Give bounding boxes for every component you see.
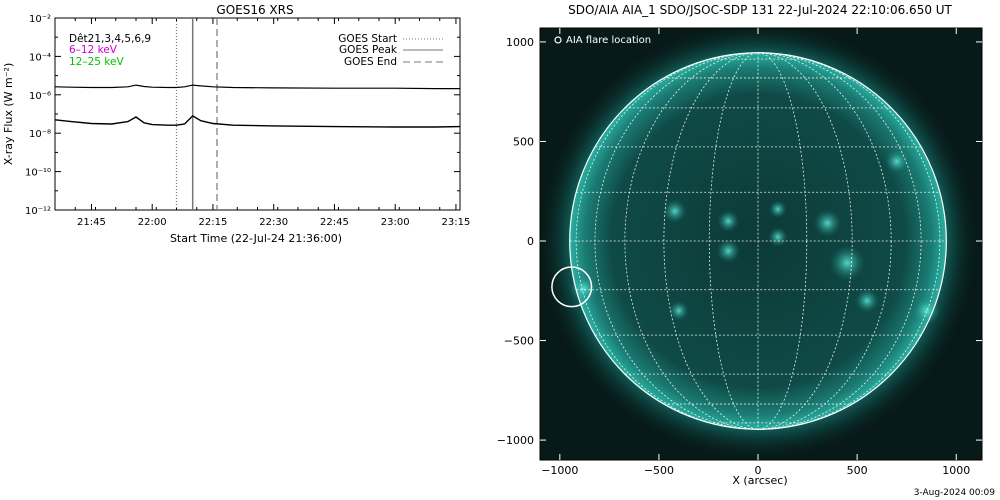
goes-y-tick-label: 10⁻¹⁰	[25, 168, 51, 179]
legend-goes-peak: GOES Peak	[339, 44, 398, 56]
active-region	[717, 210, 740, 233]
active-region	[884, 149, 909, 174]
aia-image	[540, 28, 982, 460]
goes-y-axis-label: X-ray Flux (W m⁻²)	[2, 63, 15, 165]
goes-x-tick-label: 22:45	[320, 217, 349, 228]
aia-title: SDO/AIA AIA_1 SDO/JSOC-SDP 131 22-Jul-20…	[568, 3, 952, 17]
grid-longitude	[663, 52, 853, 430]
aia-image-panel: SDO/AIA AIA_1 SDO/JSOC-SDP 131 22-Jul-20…	[497, 3, 983, 487]
aia-x-tick-label: 0	[755, 464, 762, 477]
band-high-label: 12–25 keV	[69, 56, 124, 68]
aia-y-tick-label: −500	[504, 335, 534, 348]
active-region	[829, 245, 866, 281]
solar-limb	[569, 52, 947, 430]
aia-x-tick-label: 500	[847, 464, 868, 477]
aia-y-tick-label: 500	[513, 135, 534, 148]
grid-longitude	[708, 52, 808, 430]
aia-x-tick-label: −1000	[541, 464, 578, 477]
aia-x-axis: −1000 −500 0 500 1000	[541, 28, 970, 477]
goes-short-channel-line	[54, 115, 461, 128]
active-region	[768, 200, 787, 219]
detectors-label: Dêt21,3,4,5,6,9	[69, 33, 151, 45]
goes-x-axis: 21:45 22:00 22:15 22:30 22:45 23:00 23:15	[54, 18, 471, 228]
goes-y-tick-label: 10⁻⁸	[29, 129, 51, 140]
flare-location-circle	[551, 266, 593, 308]
goes-title: GOES16 XRS	[216, 3, 293, 17]
goes-event-markers	[175, 18, 218, 210]
flare-legend: AIA flare location	[554, 35, 651, 46]
goes-y-tick-label: 10⁻⁴	[29, 52, 51, 63]
aia-y-tick-label: −1000	[497, 434, 534, 447]
goes-x-tick-label: 23:00	[381, 217, 410, 228]
active-region	[813, 209, 842, 237]
active-regions	[569, 149, 941, 325]
aia-y-axis: 1000 500 0 −500 −1000	[497, 36, 982, 447]
goes-x-tick-label: 22:30	[259, 217, 288, 228]
goes-x-tick-label: 23:15	[442, 217, 471, 228]
aia-image-frame	[539, 27, 983, 461]
active-region	[912, 296, 941, 325]
aia-y-tick-label: 1000	[506, 36, 534, 49]
aia-x-tick-label: −500	[644, 464, 674, 477]
goes-y-axis: 10⁻¹² 10⁻¹⁰ 10⁻⁸ 10⁻⁶ 10⁻⁴ 10⁻²	[25, 14, 460, 217]
goes-y-tick-label: 10⁻⁶	[29, 91, 51, 102]
goes-legend: GOES Start GOES Peak GOES End	[338, 33, 443, 68]
footer-timestamp: 3-Aug-2024 00:09	[914, 488, 996, 498]
active-region	[855, 288, 879, 313]
goes-x-tick-label: 22:15	[199, 217, 228, 228]
legend-goes-start: GOES Start	[338, 33, 397, 45]
goes-y-tick-label: 10⁻¹²	[25, 206, 51, 217]
aia-x-tick-label: 1000	[942, 464, 970, 477]
grid-longitude	[624, 52, 892, 430]
active-region	[662, 199, 687, 224]
active-region	[668, 300, 689, 321]
flare-legend-icon	[554, 36, 562, 44]
active-region	[767, 227, 788, 247]
grid-longitude	[575, 52, 941, 430]
aia-x-axis-label: X (arcsec)	[732, 474, 787, 487]
goes-x-tick-label: 22:00	[138, 217, 167, 228]
goes-x-tick-label: 21:45	[77, 217, 106, 228]
active-region	[716, 239, 741, 263]
legend-goes-end: GOES End	[344, 56, 397, 68]
flare-legend-label: AIA flare location	[566, 35, 651, 46]
goes-flux-series	[54, 84, 461, 128]
goes-y-tick-label: 10⁻²	[29, 14, 51, 25]
goes-long-channel-line	[54, 84, 460, 90]
aia-y-tick-label: 0	[527, 235, 534, 248]
goes-x-axis-label: Start Time (22-Jul-24 21:36:00)	[170, 232, 342, 245]
goes-xrs-panel: GOES16 XRS 10⁻¹² 10⁻¹⁰ 10⁻⁸ 10⁻⁶ 10⁻⁴ 10⁻² 21…	[2, 3, 470, 245]
band-low-label: 6–12 keV	[69, 44, 118, 56]
